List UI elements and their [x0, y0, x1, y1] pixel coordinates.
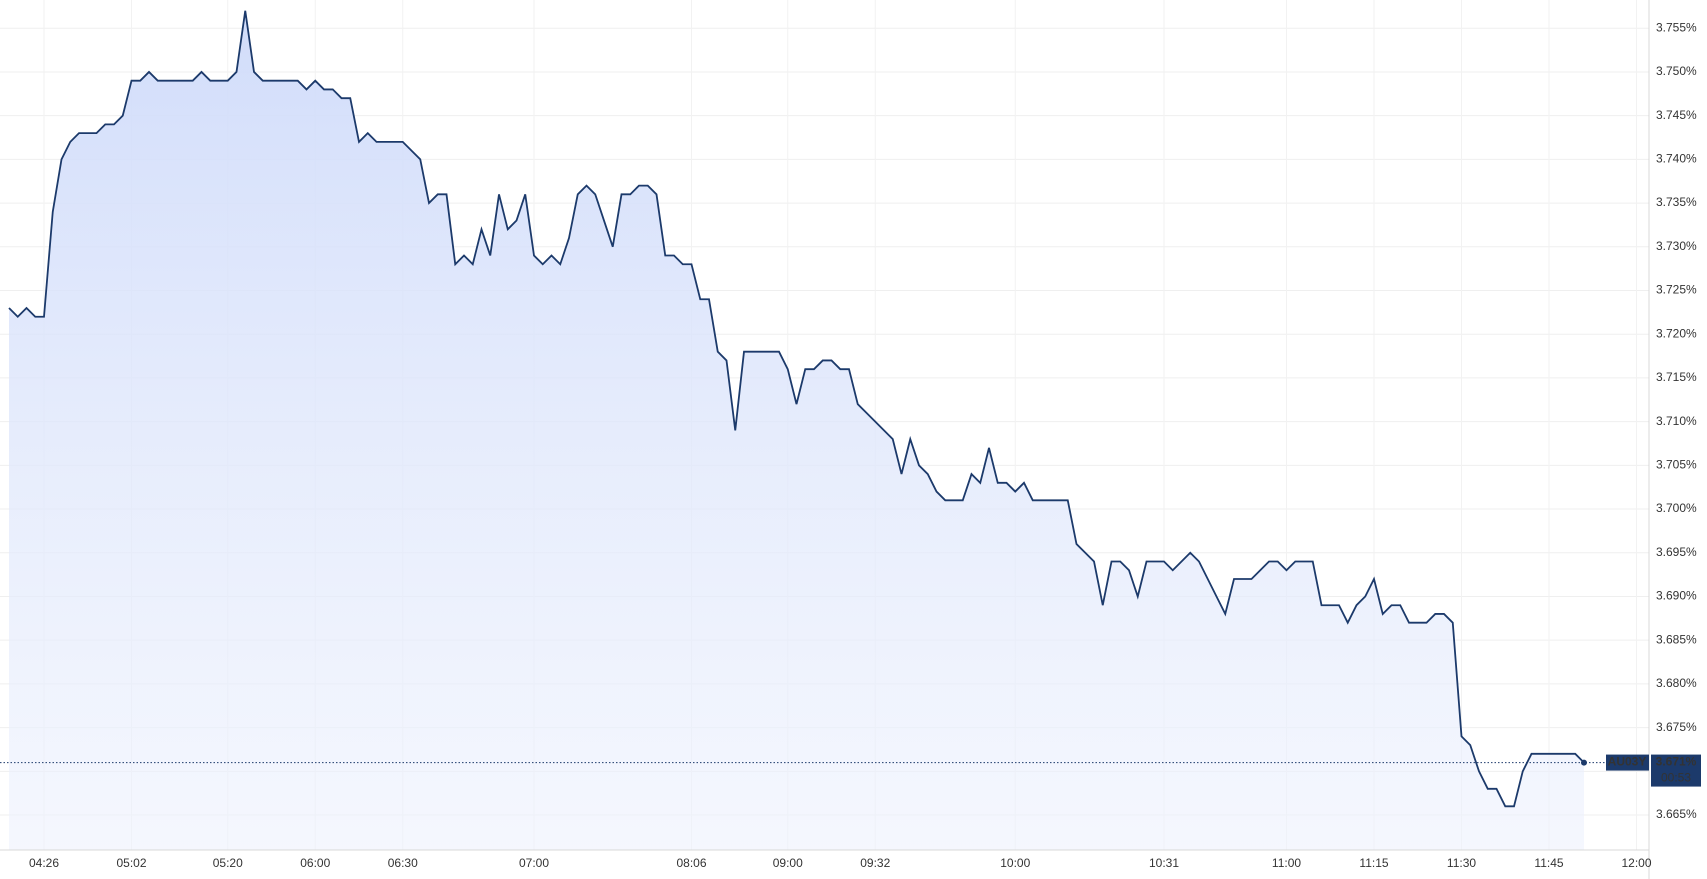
- x-tick-label: 07:00: [519, 856, 549, 870]
- y-tick-label: 3.680%: [1656, 676, 1697, 690]
- y-tick-label: 3.755%: [1656, 20, 1697, 34]
- y-tick-label: 3.730%: [1656, 239, 1697, 253]
- y-tick-label: 3.715%: [1656, 370, 1697, 384]
- y-tick-label: 3.750%: [1656, 64, 1697, 78]
- x-tick-label: 09:00: [773, 856, 803, 870]
- price-label: 3.671%: [1656, 755, 1697, 769]
- y-tick-label: 3.705%: [1656, 458, 1697, 472]
- last-point: [1581, 759, 1587, 766]
- x-tick-label: 04:26: [29, 856, 59, 870]
- y-tick-label: 3.695%: [1656, 545, 1697, 559]
- x-tick-label: 11:00: [1272, 856, 1301, 870]
- labels: 3.665%3.670%3.675%3.680%3.685%3.690%3.69…: [29, 20, 1701, 870]
- x-tick-label: 06:30: [388, 856, 418, 870]
- y-tick-label: 3.745%: [1656, 108, 1697, 122]
- countdown-label: 00:53: [1661, 771, 1691, 785]
- x-tick-label: 10:00: [1000, 856, 1030, 870]
- x-tick-label: 11:45: [1534, 856, 1563, 870]
- plot: [0, 10, 1649, 851]
- symbol-label: AU03Y: [1608, 755, 1647, 769]
- y-tick-label: 3.720%: [1656, 326, 1697, 340]
- y-tick-label: 3.725%: [1656, 283, 1697, 297]
- x-tick-label: 12:00: [1621, 856, 1651, 870]
- y-tick-label: 3.685%: [1656, 632, 1697, 646]
- y-tick-label: 3.740%: [1656, 152, 1697, 166]
- x-tick-label: 08:06: [676, 856, 706, 870]
- x-tick-label: 11:15: [1359, 856, 1388, 870]
- y-tick-label: 3.700%: [1656, 501, 1697, 515]
- symbol-badge: [1606, 754, 1649, 771]
- x-tick-label: 09:32: [860, 856, 890, 870]
- x-tick-label: 11:30: [1447, 856, 1476, 870]
- y-tick-label: 3.735%: [1656, 195, 1697, 209]
- x-tick-label: 06:00: [300, 856, 330, 870]
- y-tick-label: 3.665%: [1656, 807, 1697, 821]
- x-tick-label: 05:20: [213, 856, 243, 870]
- y-tick-label: 3.710%: [1656, 414, 1697, 428]
- line: [8, 10, 1585, 808]
- y-tick-label: 3.690%: [1656, 589, 1697, 603]
- x-tick-label: 10:31: [1149, 856, 1179, 870]
- y-tick-label: 3.675%: [1656, 720, 1697, 734]
- area: [9, 10, 1584, 851]
- price-badge: [1651, 754, 1701, 787]
- x-tick-label: 05:02: [116, 856, 146, 870]
